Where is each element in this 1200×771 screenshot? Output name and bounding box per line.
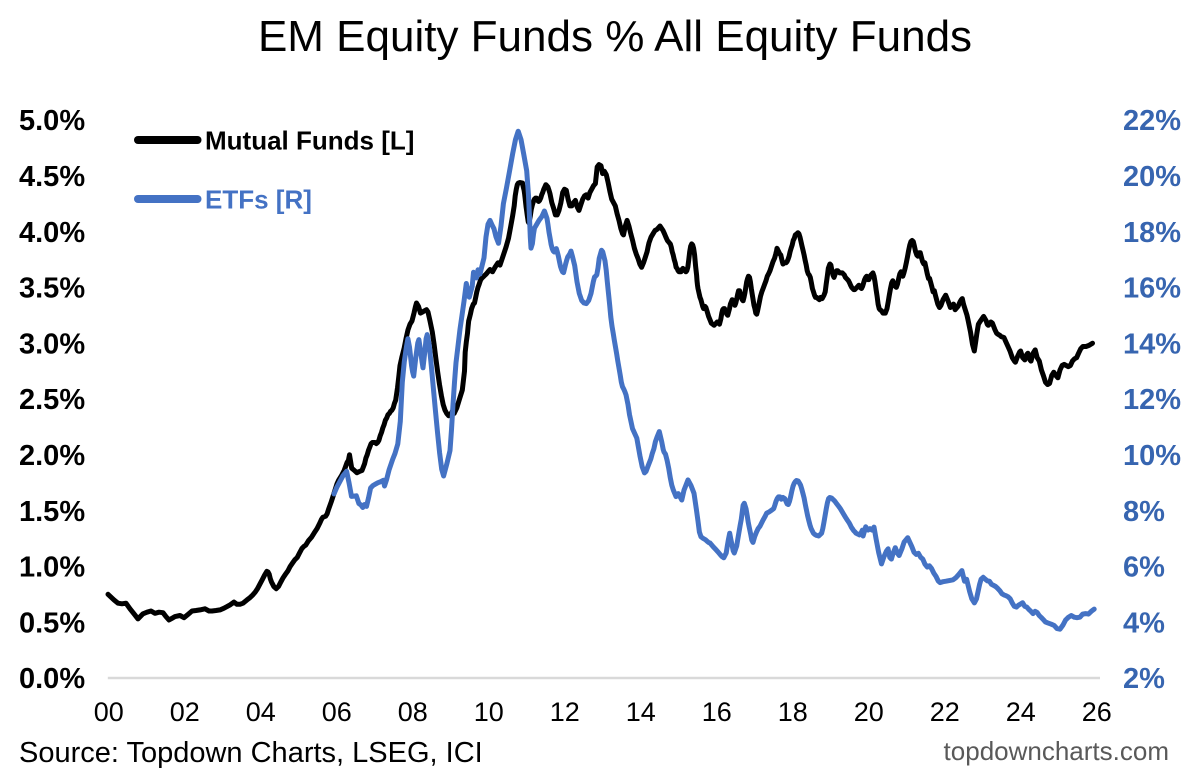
svg-text:14%: 14% [1123,328,1181,360]
svg-text:ETFs [R]: ETFs [R] [205,185,312,215]
svg-text:topdowncharts.com: topdowncharts.com [944,736,1169,766]
svg-text:2.5%: 2.5% [19,384,85,416]
svg-text:5.0%: 5.0% [19,105,85,137]
svg-text:12%: 12% [1123,384,1181,416]
svg-text:06: 06 [322,697,352,727]
svg-text:24: 24 [1006,697,1036,727]
svg-text:6%: 6% [1123,552,1165,584]
svg-text:4.0%: 4.0% [19,217,85,249]
svg-text:14: 14 [626,697,656,727]
svg-text:18: 18 [778,697,808,727]
svg-text:10%: 10% [1123,440,1181,472]
svg-text:04: 04 [246,697,276,727]
svg-text:20%: 20% [1123,161,1181,193]
svg-text:4%: 4% [1123,607,1165,639]
svg-text:2%: 2% [1123,663,1165,695]
svg-text:18%: 18% [1123,217,1181,249]
svg-text:8%: 8% [1123,496,1165,528]
svg-text:1.5%: 1.5% [19,496,85,528]
svg-text:1.0%: 1.0% [19,552,85,584]
svg-text:Source: Topdown Charts, LSEG,: Source: Topdown Charts, LSEG, ICI [19,737,483,769]
svg-text:0.5%: 0.5% [19,607,85,639]
svg-text:20: 20 [854,697,884,727]
svg-text:02: 02 [170,697,200,727]
svg-text:08: 08 [398,697,428,727]
svg-text:3.5%: 3.5% [19,273,85,305]
svg-text:16%: 16% [1123,273,1181,305]
svg-text:26: 26 [1082,697,1112,727]
svg-text:10: 10 [474,697,504,727]
svg-text:12: 12 [550,697,580,727]
svg-text:00: 00 [94,697,124,727]
svg-text:0.0%: 0.0% [19,663,85,695]
svg-text:4.5%: 4.5% [19,161,85,193]
svg-text:16: 16 [702,697,732,727]
svg-text:22: 22 [930,697,960,727]
svg-text:22%: 22% [1123,105,1181,137]
svg-text:2.0%: 2.0% [19,440,85,472]
svg-text:Mutual Funds [L]: Mutual Funds [L] [205,126,414,156]
svg-text:EM Equity Funds % All Equity F: EM Equity Funds % All Equity Funds [258,12,972,61]
svg-text:3.0%: 3.0% [19,328,85,360]
